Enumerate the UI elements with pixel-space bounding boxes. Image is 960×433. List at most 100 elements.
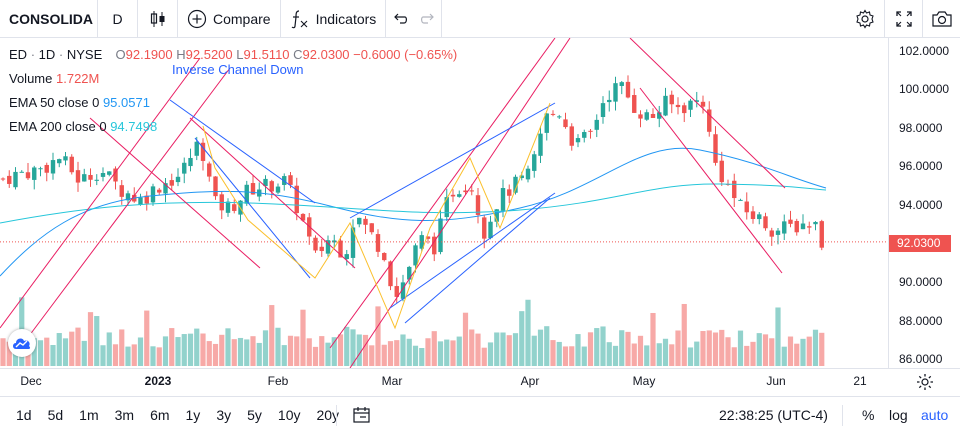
volume-bar (200, 333, 206, 366)
candle-body (319, 246, 324, 252)
legend-ema50-label: EMA 50 close 0 (9, 95, 100, 110)
legend-ema50-value: 95.0571 (102, 95, 150, 110)
range-6m-button[interactable]: 6m (150, 407, 170, 423)
volume-bar (219, 334, 225, 366)
range-1y-button[interactable]: 1y (185, 407, 201, 423)
volume-bar (462, 312, 469, 366)
volume-bar (694, 341, 700, 366)
candle-body (457, 194, 462, 197)
legend-volume-row[interactable]: Volume 1.722M (9, 70, 457, 94)
volume-bar (262, 330, 269, 366)
legend-open-value: 92.1900 (125, 47, 173, 62)
volume-bar (600, 326, 606, 366)
price-label: 98.0000 (899, 121, 943, 135)
legend-low-label: L (236, 47, 244, 62)
interval-button[interactable]: D (98, 0, 138, 38)
candle-body (694, 100, 699, 102)
settings-button[interactable] (846, 0, 884, 38)
collapse-legend-button[interactable] (8, 329, 36, 357)
price-label: 88.0000 (899, 314, 943, 328)
volume-bar (581, 346, 587, 366)
volume-bar (344, 326, 350, 366)
legend-change: −0.6000 (−0.65%) (353, 47, 458, 62)
redo-icon (420, 13, 434, 24)
volume-bar (69, 331, 75, 366)
legend-ema200-row[interactable]: EMA 200 close 0 94.7498 (9, 118, 457, 142)
candle-body (632, 95, 637, 113)
redo-button[interactable] (414, 0, 443, 38)
fullscreen-button[interactable] (884, 0, 922, 38)
symbol-text: CONSOLIDA (9, 10, 93, 27)
volume-bar (281, 345, 287, 366)
candle-body (719, 160, 724, 183)
range-20y-button[interactable]: 20y (316, 407, 340, 423)
percent-scale-toggle[interactable]: % (862, 407, 875, 423)
symbol-search-button[interactable]: CONSOLIDA (0, 0, 98, 38)
volume-bar (337, 334, 344, 366)
volume-bar (106, 332, 112, 366)
compare-button[interactable]: Compare (178, 0, 281, 38)
candle-body (25, 172, 31, 179)
candle-body (482, 217, 487, 239)
volume-bar (406, 338, 412, 366)
chart-pane[interactable]: ED · 1D · NYSE O92.1900 H92.5200 L91.511… (0, 38, 960, 368)
volume-bar (294, 336, 300, 366)
candle-body (394, 286, 399, 297)
legend-close-label: C (293, 47, 303, 62)
timezone-clock[interactable]: 22:38:25 (UTC-4) (719, 407, 828, 423)
undo-button[interactable] (386, 0, 414, 38)
legend-ema50-row[interactable]: EMA 50 close 0 95.0571 (9, 94, 457, 118)
date-range-icon[interactable] (352, 406, 372, 424)
candle-body (32, 167, 37, 180)
candle-body (588, 130, 593, 132)
candle-body (582, 132, 587, 138)
camera-icon (931, 11, 952, 27)
candle-body (100, 172, 106, 177)
channel-drawing-label[interactable]: Inverse Channel Down (172, 62, 304, 77)
range-5d-button[interactable]: 5d (47, 407, 64, 423)
time-label: May (632, 374, 656, 388)
range-5y-button[interactable]: 5y (247, 407, 262, 423)
volume-bar (362, 334, 369, 366)
volume-bar (175, 337, 181, 366)
scale-settings-icon[interactable] (916, 373, 934, 391)
range-3m-button[interactable]: 3m (114, 407, 135, 423)
volume-bar (231, 339, 237, 366)
candle-body (763, 216, 768, 229)
log-scale-toggle[interactable]: log (889, 407, 908, 423)
candle-body (157, 189, 162, 193)
fib-channel-line (0, 57, 201, 329)
ema200-line (0, 183, 827, 224)
indicators-button[interactable]: Indicators (281, 0, 387, 38)
time-scale[interactable]: Dec 2023 Feb Mar Apr May Jun 21 (0, 368, 960, 395)
volume-bar (87, 312, 94, 366)
channel-line (389, 192, 556, 309)
volume-bar (37, 340, 44, 366)
range-3y-button[interactable]: 3y (216, 407, 232, 423)
volume-bar (137, 337, 144, 366)
price-scale[interactable]: 102.0000 100.0000 98.0000 96.0000 94.000… (888, 38, 960, 368)
volume-bar (587, 332, 594, 366)
volume-bar (319, 336, 325, 366)
chart-type-button[interactable] (138, 0, 178, 38)
volume-bar (594, 328, 600, 366)
candle-body (444, 197, 449, 218)
last-price-marker: 92.0300 (889, 235, 951, 252)
volume-bar (356, 334, 362, 366)
auto-scale-toggle[interactable]: auto (921, 407, 949, 423)
volume-bar (569, 346, 575, 366)
candle-body (650, 113, 656, 118)
candle-body (775, 230, 781, 235)
candle-body (813, 221, 818, 225)
range-10y-button[interactable]: 10y (277, 407, 301, 423)
fullscreen-icon (895, 11, 912, 27)
volume-bar (125, 346, 131, 366)
volume-bar (562, 346, 569, 366)
range-1m-button[interactable]: 1m (79, 407, 99, 423)
candle-body (619, 82, 624, 86)
candle-body (607, 99, 612, 103)
candle-body (344, 254, 349, 260)
candle-body (138, 197, 143, 205)
range-1d-button[interactable]: 1d (16, 407, 32, 423)
screenshot-button[interactable] (922, 0, 960, 38)
